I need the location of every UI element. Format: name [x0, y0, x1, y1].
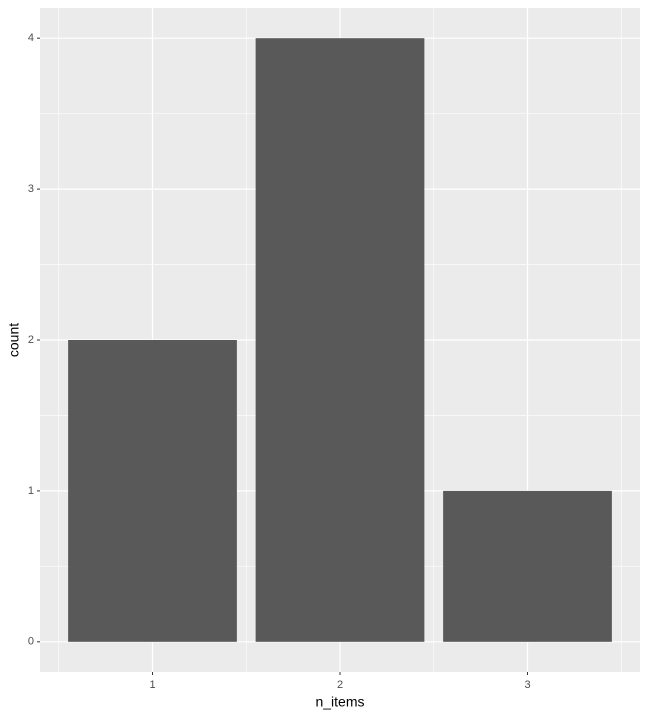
bar	[443, 490, 612, 642]
bar	[255, 38, 425, 642]
x-tick-label: 1	[149, 679, 155, 691]
x-tick-label: 2	[337, 679, 343, 691]
y-tick-label: 4	[28, 32, 34, 44]
x-axis-title: n_items	[315, 694, 364, 710]
y-tick-label: 0	[28, 636, 34, 648]
x-tick-label: 3	[524, 679, 530, 691]
bar	[68, 340, 237, 642]
y-tick-label: 1	[28, 485, 34, 497]
y-axis-title: count	[6, 323, 22, 357]
y-tick-label: 2	[28, 334, 34, 346]
y-tick-label: 3	[28, 183, 34, 195]
